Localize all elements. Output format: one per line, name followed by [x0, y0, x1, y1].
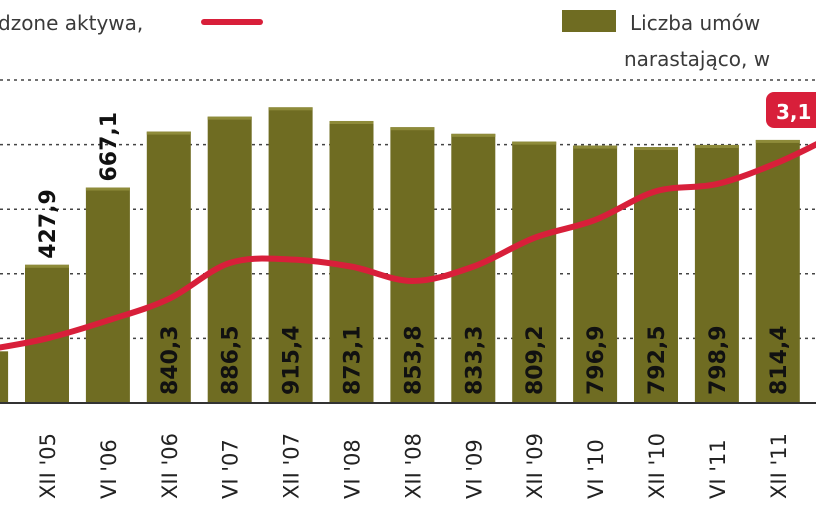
bar-highlight: [755, 139, 800, 143]
bar-partial-left: [0, 351, 9, 403]
bar: [512, 141, 557, 403]
bar: [268, 107, 313, 403]
bar-label: 915,4: [280, 325, 305, 395]
bar-label: 809,2: [523, 325, 548, 395]
bar-highlight: [634, 147, 678, 151]
bar: [146, 131, 191, 403]
bar: [85, 187, 130, 403]
bar-label: 796,9: [584, 325, 609, 395]
bar-highlight: [25, 264, 69, 268]
x-tick-label: VI '07: [219, 439, 243, 499]
bar-highlight: [451, 133, 496, 137]
bar-label: 840,3: [158, 325, 183, 395]
bar-label: 427,9: [36, 189, 61, 259]
x-tick-label: VI '10: [584, 439, 608, 499]
bar-highlight: [694, 144, 739, 148]
legend-bar-label-line2: narastająco, w: [624, 47, 770, 71]
x-tick-label: VI '08: [341, 439, 365, 499]
legend-line-label: dzone aktywa,: [0, 11, 143, 35]
bar-labels: 160,5427,9667,1840,3886,5915,4873,1853,8…: [0, 112, 792, 395]
x-tick-label: XII '10: [645, 433, 669, 499]
bar-highlight: [390, 127, 435, 131]
x-tick-label: XII '05: [36, 433, 60, 499]
x-tick-label: XII '09: [523, 433, 547, 499]
bar: [573, 145, 618, 403]
bar-label: 814,4: [767, 325, 792, 395]
x-tick-label: XII '08: [401, 433, 425, 499]
bar: [390, 127, 435, 404]
bar-highlight: [512, 141, 557, 145]
bar-highlight: [573, 145, 618, 149]
legend-bar-swatch: [562, 10, 616, 32]
legend: dzone aktywa, Liczba umów narastająco, w: [0, 10, 770, 71]
bar: [755, 139, 800, 404]
assets-line: [0, 141, 816, 351]
bar-label: 833,3: [462, 325, 487, 395]
bar-highlight: [329, 120, 374, 124]
value-badge-text: 3,1: [776, 100, 811, 124]
bar-label: 873,1: [341, 325, 366, 395]
x-tick-label: XII '06: [158, 433, 182, 499]
bar-highlight: [207, 116, 252, 120]
bar-label: 798,9: [706, 325, 731, 395]
x-tick-label: XII '11: [767, 433, 791, 499]
bar-label: 667,1: [97, 112, 122, 182]
x-tick-label: VI '09: [462, 439, 486, 499]
x-tick-label: VI '06: [97, 439, 121, 499]
x-tick-label: XII '07: [280, 433, 304, 499]
x-tick-label: VI '11: [706, 439, 730, 499]
bar-label: 853,8: [401, 325, 426, 395]
bar-label: 792,5: [645, 325, 670, 395]
legend-bar-label-line1: Liczba umów: [630, 11, 760, 35]
bar-highlight: [268, 107, 313, 111]
bar-label: 886,5: [219, 325, 244, 395]
bar-highlight: [146, 131, 191, 135]
series-line: [0, 141, 816, 351]
bars: [0, 107, 800, 404]
bar-highlight: [85, 187, 130, 191]
value-badge: 3,1: [766, 92, 816, 128]
value-badge-box: [766, 92, 816, 128]
x-tick-labels: XII '05 VI '06 XII '06 VI '07 XII '07 VI '08 X…: [36, 433, 791, 499]
